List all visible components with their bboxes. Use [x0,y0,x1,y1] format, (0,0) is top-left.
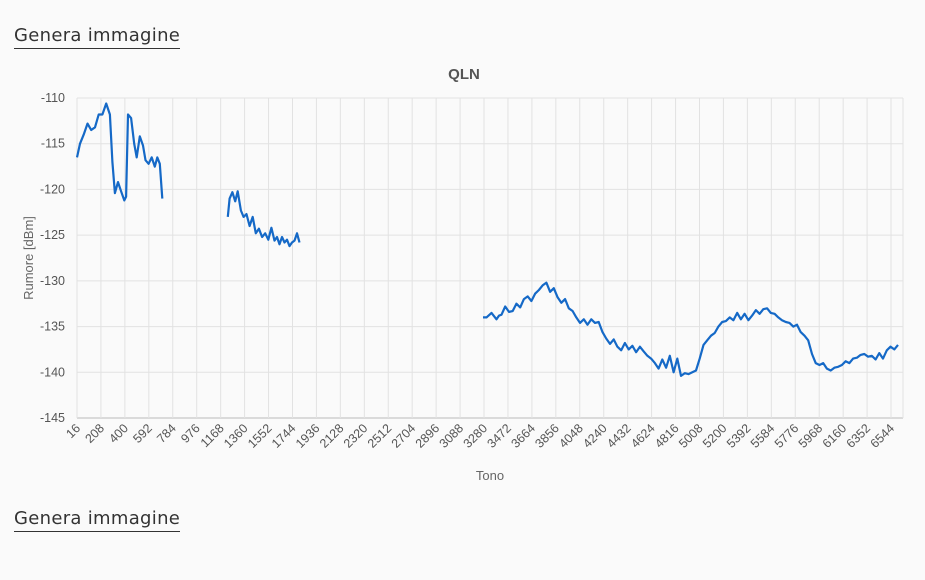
x-tick-label: 5008 [676,421,706,451]
y-tick-label: -135 [40,320,65,334]
x-tick-label: 592 [130,421,155,446]
y-axis-ticks: -110 -115 -120 -125 -130 -135 -140 -145 [40,91,65,425]
x-tick-label: 5968 [796,421,826,451]
x-tick-label: 5200 [700,421,730,451]
y-tick-label: -125 [40,228,65,242]
x-tick-label: 2896 [413,421,443,451]
y-tick-label: -115 [41,137,65,151]
qln-chart: QLN -110-115-120-125-130-135-140-145 16 2… [21,66,904,483]
x-tick-label: 5584 [748,421,778,451]
x-tick-label: 4048 [556,421,586,451]
x-tick-label: 1360 [221,421,251,451]
generate-image-link-bottom[interactable]: Genera immagine [14,508,181,532]
series-line [226,190,301,248]
x-tick-label: 4432 [604,421,634,451]
chart-grid [76,97,904,419]
chart-series [75,102,899,377]
x-tick-label: 2320 [341,421,371,451]
x-tick-label: 3856 [532,421,562,451]
x-tick-label: 6544 [868,421,898,451]
generate-image-link-top[interactable]: Genera immagine [14,25,181,49]
y-tick-label: -120 [40,182,65,196]
x-tick-label: 4816 [652,421,682,451]
x-axis-ticks: 16 208 400 592 784 97611681360155217441936212… [63,421,897,451]
x-tick-label: 3472 [485,421,515,451]
x-tick-label: 4240 [580,421,610,451]
series-line [75,102,164,202]
y-tick-label: -140 [40,365,65,379]
y-tick-label: -130 [40,274,65,288]
y-tick-label: -110 [41,91,65,105]
series-line [483,281,899,377]
x-tick-label: 208 [82,421,107,446]
x-tick-label: 400 [106,421,131,446]
x-tick-label: 1936 [293,421,323,451]
x-tick-label: 784 [154,421,179,446]
x-tick-label: 2704 [389,421,419,451]
x-tick-label: 3664 [508,421,538,451]
y-axis-title: Rumore [dBm] [21,216,36,300]
x-axis-title: Tono [476,468,504,483]
x-tick-label: 3280 [461,421,491,451]
x-tick-label: 1168 [198,421,227,450]
y-tick-label: -145 [40,411,65,425]
x-tick-label: 6352 [844,421,874,451]
x-tick-label: 2512 [365,421,395,451]
x-tick-label: 5776 [772,421,802,451]
x-tick-label: 4624 [628,421,658,451]
x-tick-label: 6160 [820,421,850,451]
x-tick-label: 1744 [269,421,299,451]
chart-title: QLN [448,66,480,83]
x-tick-label: 5392 [724,421,754,451]
x-tick-label: 16 [63,421,83,441]
x-tick-label: 2128 [317,421,347,451]
x-tick-label: 1552 [245,421,275,451]
x-tick-label: 3088 [437,421,467,451]
